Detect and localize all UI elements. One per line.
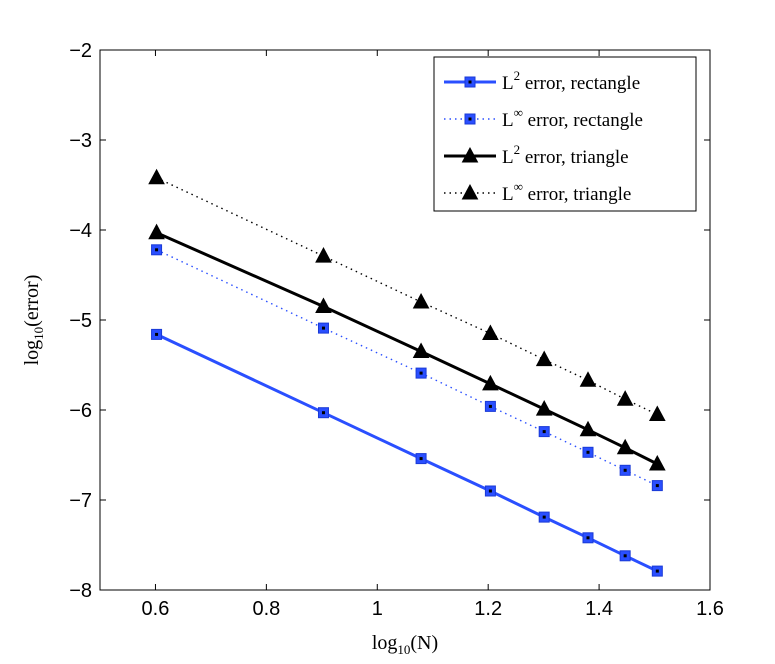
data-point bbox=[151, 244, 163, 256]
legend-entry-4: L∞ error, triangle bbox=[444, 179, 631, 205]
data-point bbox=[582, 532, 594, 544]
legend-label: L∞ error, triangle bbox=[502, 179, 631, 205]
data-point bbox=[616, 438, 634, 455]
data-point bbox=[484, 400, 496, 412]
series-line bbox=[155, 231, 658, 466]
legend-entry-2: L∞ error, rectangle bbox=[444, 105, 643, 131]
legend-marker bbox=[464, 113, 476, 125]
y-tick-label: −5 bbox=[69, 310, 92, 332]
legend-marker bbox=[461, 146, 479, 163]
y-tick-label: −6 bbox=[69, 400, 92, 422]
data-point bbox=[616, 390, 634, 406]
series-3 bbox=[148, 223, 666, 471]
data-point bbox=[582, 446, 594, 458]
data-point bbox=[651, 565, 663, 577]
series-4 bbox=[148, 168, 666, 421]
legend: L2 error, rectangle L∞ error, rectangle L2… bbox=[433, 56, 697, 212]
legend-label: L2 error, triangle bbox=[502, 142, 629, 168]
x-tick-label: 0.6 bbox=[142, 598, 170, 620]
legend-label: L2 error, rectangle bbox=[502, 68, 640, 94]
data-point bbox=[415, 367, 427, 379]
y-tick-label: −2 bbox=[69, 40, 92, 62]
legend-entry-3: L2 error, triangle bbox=[444, 142, 629, 168]
series-2 bbox=[151, 244, 663, 492]
legend-marker bbox=[461, 183, 479, 200]
axis-ticks: 0.6 0.8 1 1.2 1.4 1.6 −8 −7 −6 −5 −4 −3 −2 bbox=[69, 40, 724, 620]
x-axis-label: log10(N) bbox=[372, 632, 438, 657]
data-point bbox=[651, 480, 663, 492]
data-series bbox=[148, 168, 666, 577]
data-point bbox=[619, 464, 631, 476]
legend-marker bbox=[464, 76, 476, 88]
data-point bbox=[579, 371, 597, 387]
data-point bbox=[151, 328, 163, 340]
data-point bbox=[415, 453, 427, 465]
data-point bbox=[148, 168, 165, 185]
data-point bbox=[648, 405, 666, 421]
data-point bbox=[315, 297, 332, 313]
data-point bbox=[315, 247, 332, 263]
data-point bbox=[484, 485, 496, 497]
y-tick-label: −7 bbox=[69, 490, 92, 512]
y-tick-label: −4 bbox=[69, 220, 92, 242]
data-point bbox=[535, 400, 553, 416]
data-point bbox=[317, 322, 329, 334]
data-point bbox=[619, 550, 631, 562]
legend-label: L∞ error, rectangle bbox=[502, 105, 643, 131]
y-axis-label: log10(error) bbox=[21, 275, 46, 366]
data-point bbox=[538, 511, 550, 523]
data-point bbox=[538, 426, 550, 438]
data-point bbox=[482, 324, 499, 340]
x-tick-label: 1 bbox=[372, 598, 383, 620]
x-tick-label: 1.4 bbox=[585, 598, 613, 620]
data-point bbox=[648, 454, 666, 471]
data-point bbox=[535, 350, 553, 367]
legend-entries: L2 error, rectangle L∞ error, rectangle L2… bbox=[444, 68, 643, 205]
data-point bbox=[579, 420, 597, 437]
data-point bbox=[482, 374, 499, 391]
x-tick-label: 0.8 bbox=[252, 598, 280, 620]
data-point bbox=[317, 407, 329, 419]
y-tick-label: −8 bbox=[69, 580, 92, 602]
x-tick-label: 1.6 bbox=[696, 598, 724, 620]
series-line bbox=[155, 333, 658, 573]
legend-entry-1: L2 error, rectangle bbox=[444, 68, 640, 94]
data-point bbox=[148, 223, 165, 240]
y-tick-label: −3 bbox=[69, 130, 92, 152]
series-1 bbox=[151, 328, 663, 577]
data-point bbox=[412, 342, 430, 358]
x-tick-label: 1.2 bbox=[474, 598, 502, 620]
data-point bbox=[412, 292, 430, 309]
